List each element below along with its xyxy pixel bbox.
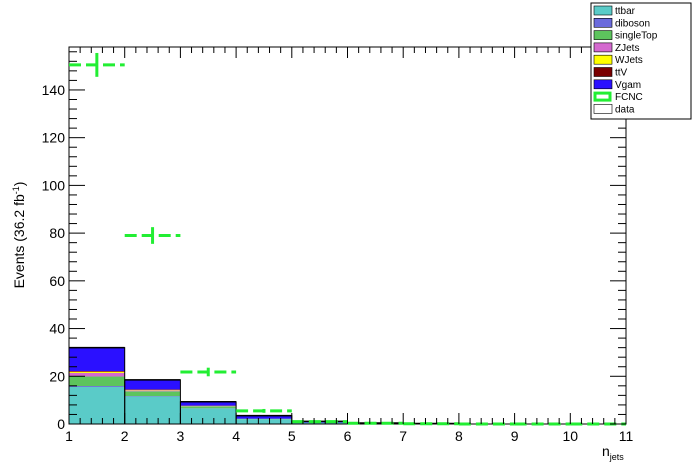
x-tick-label: 1: [65, 428, 73, 444]
y-tick-label: 120: [42, 130, 66, 146]
x-tick-label: 3: [177, 428, 185, 444]
stack-layer: [68, 346, 460, 425]
legend-swatch-vgam: [593, 79, 613, 90]
bar-ttbar-bin-1: [69, 387, 125, 424]
y-tick-label: 80: [49, 225, 65, 241]
y-tick-label: 140: [42, 82, 66, 98]
bar-zjets-bin-1: [69, 372, 125, 377]
x-tick-label: 5: [288, 428, 296, 444]
bar-singletop-bin-1: [69, 376, 125, 387]
x-tick-label: 8: [455, 428, 463, 444]
bar-ttbar-bin-5: [291, 422, 348, 424]
bar-vgam-bin-1: [69, 347, 125, 372]
bar-singletop-bin-2: [124, 391, 181, 397]
y-axis-title: Events (36.2 fb-1): [11, 182, 27, 289]
legend-label-wjets: WJets: [615, 55, 643, 66]
bar-vgam-bin-3: [180, 401, 237, 406]
y-tick-label: 100: [42, 177, 66, 193]
y-tick-label: 60: [49, 273, 65, 289]
x-tick-label: 4: [232, 428, 240, 444]
legend-label-data: data: [615, 104, 635, 115]
legend-swatch-wjets: [593, 54, 613, 65]
legend-swatch-singletop: [593, 30, 613, 40]
legend-swatch-ttbar: [593, 5, 613, 16]
x-tick-label: 7: [399, 428, 407, 444]
legend-swatch-data: [593, 104, 613, 114]
x-tick-label: 6: [344, 428, 352, 444]
y-tick-label: 40: [49, 321, 65, 337]
x-tick-label: 9: [511, 428, 519, 444]
bar-diboson-bin-1: [69, 386, 125, 388]
x-tick-label: 11: [619, 428, 634, 444]
x-tick-label: 2: [121, 428, 129, 444]
bar-vgam-bin-4: [236, 415, 292, 419]
legend-label-ttbar: ttbar: [615, 6, 636, 17]
legend-label-zjets: ZJets: [615, 43, 639, 54]
legend-swatch-ttv: [593, 67, 613, 77]
y-tick-label: 0: [57, 416, 65, 432]
bar-singletop-bin-3: [180, 406, 237, 409]
x-axis-title: njets: [602, 443, 624, 462]
legend-swatch-diboson: [593, 17, 613, 28]
bar-wjets-bin-1: [69, 371, 125, 373]
bar-ttv-bin-1: [69, 371, 125, 372]
bar-ttbar-bin-3: [180, 408, 237, 424]
legend-label-fcnc: FCNC: [615, 92, 643, 103]
x-tick-label: 10: [563, 428, 579, 444]
legend-label-diboson: diboson: [615, 18, 650, 29]
legend-swatch-zjets: [593, 42, 613, 53]
legend-label-singletop: singleTop: [615, 31, 658, 42]
bar-ttbar-bin-4: [236, 419, 292, 424]
bar-vgam-bin-2: [124, 379, 181, 390]
signal-layer: [69, 52, 626, 426]
legend-swatch-fcnc: [593, 91, 612, 102]
legend-label-vgam: Vgam: [615, 80, 641, 91]
y-tick-label: 20: [49, 368, 65, 384]
bar-zjets-bin-2: [124, 390, 181, 392]
bar-ttbar-bin-2: [124, 396, 181, 424]
legend-label-ttv: ttV: [615, 68, 628, 79]
